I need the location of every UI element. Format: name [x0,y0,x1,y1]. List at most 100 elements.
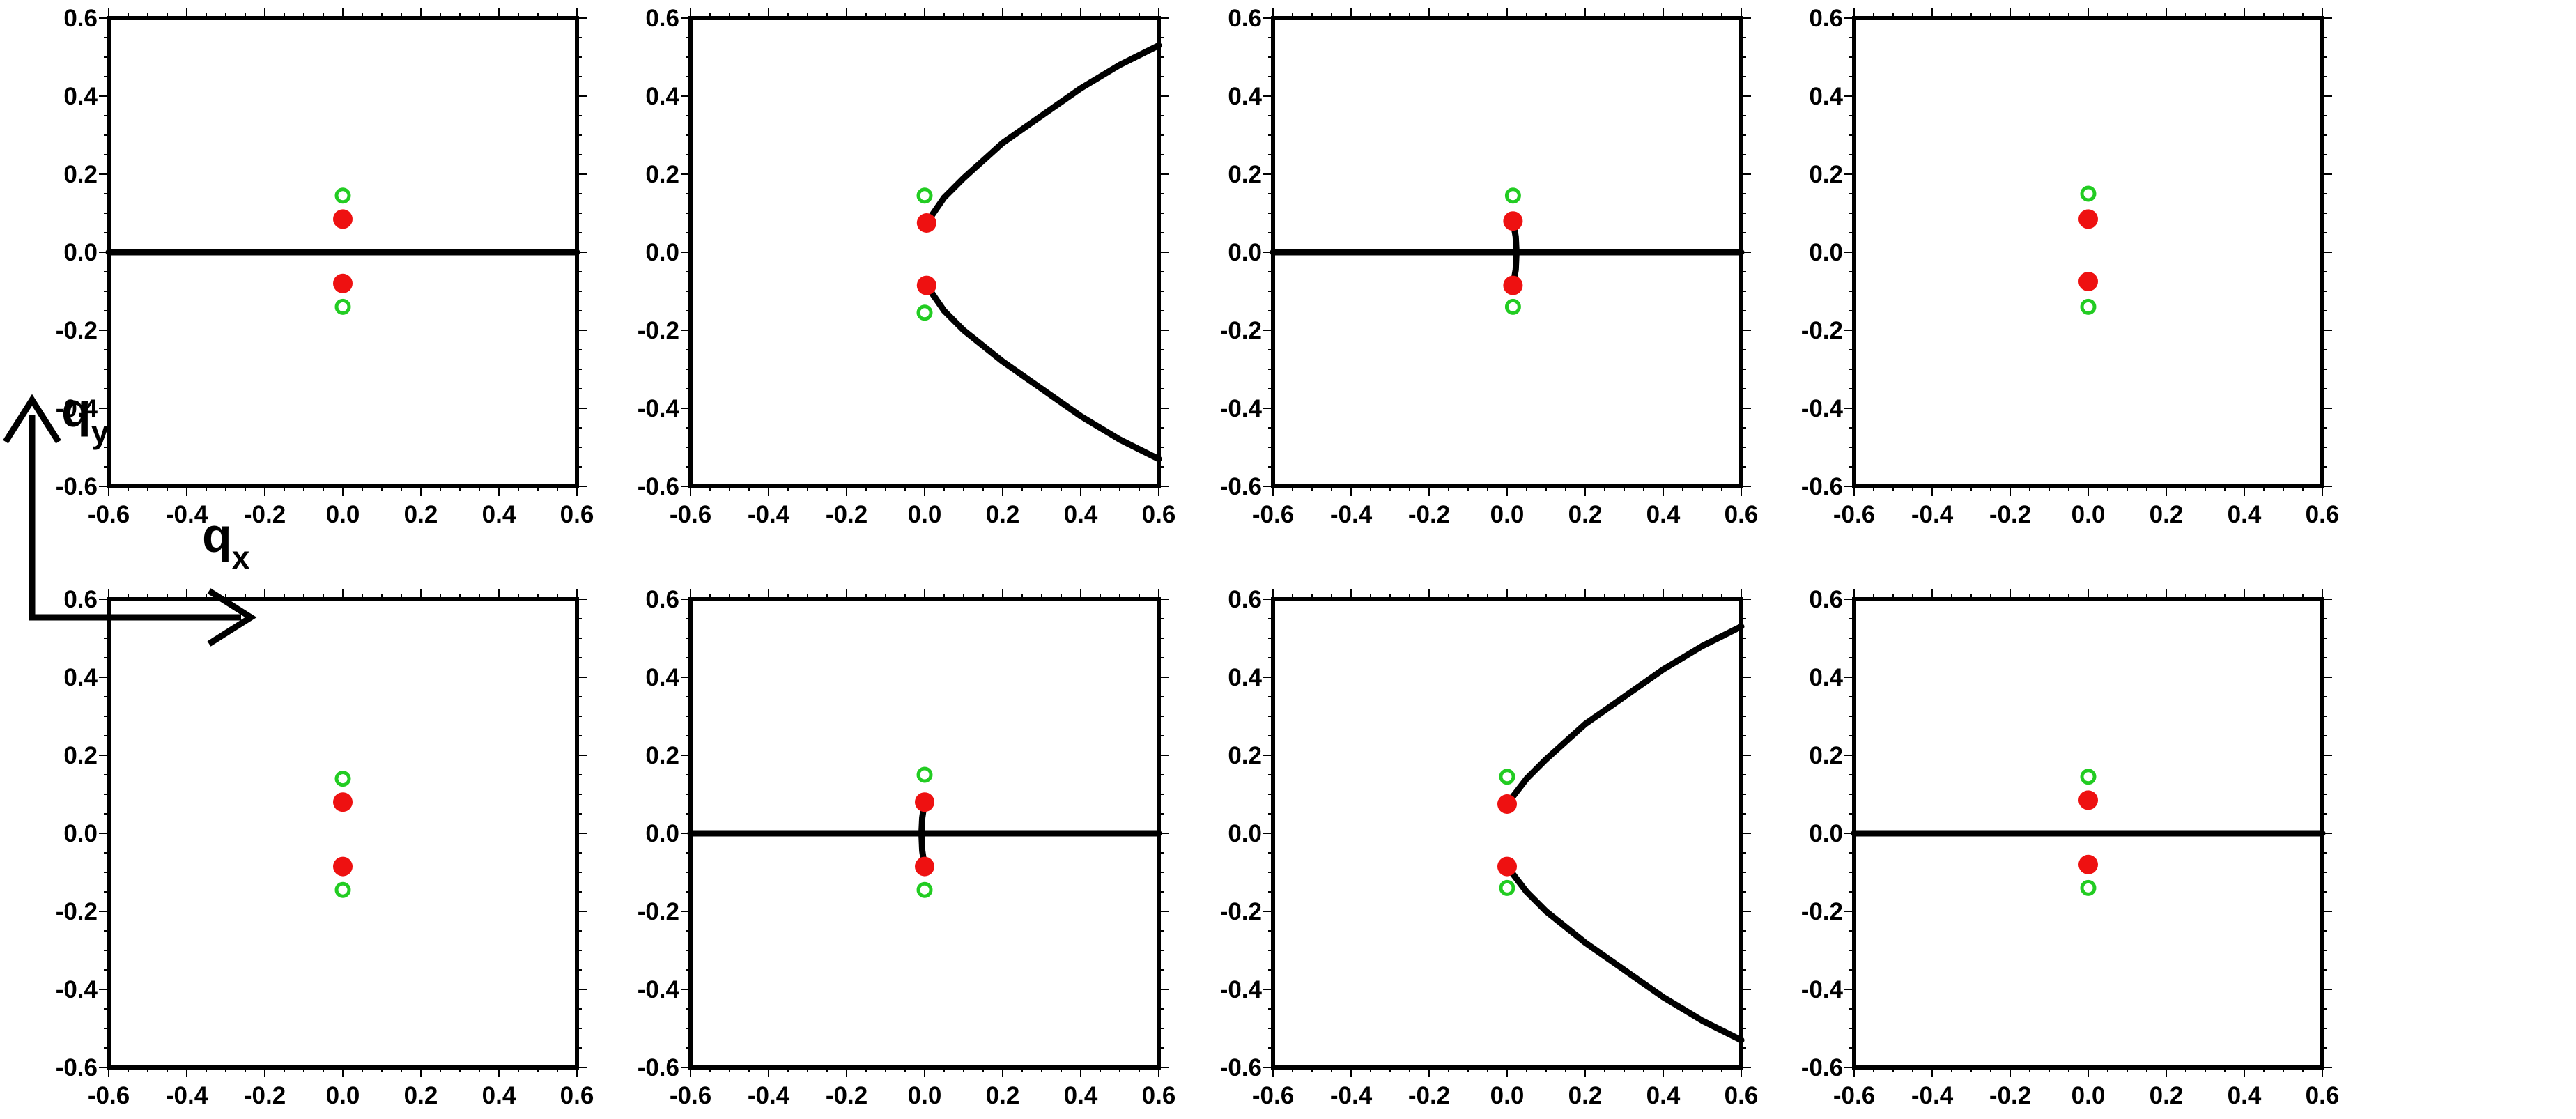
y-tick-label: 0.6 [1809,5,1843,32]
open-point [1499,879,1515,896]
x-tick-label: -0.4 [1330,1082,1373,1109]
panel-row2-col2: -0.6 -0.4 -0.2 0.0 0.2 0.4 0.6 -0.6 -0.4 -0.2 0.0 0… [638,586,1176,1109]
panel-row1-col1: -0.6 -0.4 -0.2 0.0 0.2 0.4 0.6 -0.6 -0.4 -0.2 0.0 0… [56,5,594,528]
y-tick-label: 0.0 [1809,239,1843,266]
open-point [334,187,351,204]
tick-marks [1844,589,2332,1077]
y-tick-label: 0.4 [63,83,98,110]
y-tick-label: 0.4 [645,664,679,691]
open-point [334,298,351,315]
x-tick-label: 0.2 [1568,501,1603,528]
x-tick-label: -0.4 [1911,501,1954,528]
curve [918,798,928,870]
x-tick-label: 0.0 [2072,1082,2106,1109]
y-axis-label-subscript: y [91,414,109,450]
curve [1504,623,1745,808]
y-tick-label: -0.2 [1220,898,1262,925]
x-tick-label: -0.4 [1330,501,1373,528]
y-tick-label: -0.4 [638,395,680,422]
x-tick-label: -0.4 [748,1082,790,1109]
tick-marks [1263,589,1751,1077]
tick-marks [1263,8,1751,496]
x-tick-label: -0.6 [1252,501,1294,528]
y-tick-label: 0.2 [645,161,679,188]
panel-row1-col2: -0.6 -0.4 -0.2 0.0 0.2 0.4 0.6 -0.6 -0.4 -0.2 0.0 0… [638,5,1176,528]
x-tick-label: -0.6 [88,501,130,528]
filled-point [2078,854,2098,874]
open-point [334,771,351,787]
x-tick-label: -0.2 [1408,501,1450,528]
x-tick-label: -0.2 [826,501,867,528]
x-tick-label: -0.6 [1252,1082,1294,1109]
y-tick-label: 0.6 [1809,586,1843,613]
x-tick-label: -0.4 [166,501,208,528]
open-point [1504,298,1521,315]
y-tick-label: 0.6 [645,586,679,613]
x-tick-label: 0.0 [326,1082,360,1109]
filled-point [2078,209,2098,229]
filled-point [333,273,353,293]
y-tick-label: 0.6 [1228,5,1262,32]
x-tick-label: -0.6 [670,1082,711,1109]
y-tick-label: -0.4 [638,976,680,1003]
y-tick-label: -0.4 [1220,976,1263,1003]
x-tick-label: 0.6 [1142,501,1176,528]
y-tick-label: 0.2 [1809,161,1843,188]
y-tick-label: 0.0 [63,239,98,266]
y-tick-label: -0.6 [56,473,98,500]
orientation-axes-line [29,415,241,621]
tick-marks [681,8,1169,496]
panel-row2-col1: -0.6 -0.4 -0.2 0.0 0.2 0.4 0.6 -0.6 -0.4 -0.2 0.0 0… [56,586,594,1109]
x-axis-label-subscript: x [232,539,250,576]
filled-point [1503,275,1523,295]
x-tick-label: 0.4 [2228,1082,2262,1109]
tick-marks [99,8,587,496]
filled-point [333,792,353,812]
y-tick-label: 0.2 [1228,742,1262,769]
x-axis-label: qx [202,508,250,576]
open-point [916,766,933,783]
x-tick-label: -0.4 [166,1082,208,1109]
y-tick-label: 0.4 [1228,664,1262,691]
panel-row1-col3: -0.6 -0.4 -0.2 0.0 0.2 0.4 0.6 -0.6 -0.4 -0.2 0.0 0… [1220,5,1759,528]
y-tick-label: 0.0 [1228,239,1262,266]
y-tick-label: -0.6 [1801,1054,1843,1081]
y-tick-label: 0.0 [1228,820,1262,847]
x-tick-label: 0.2 [2150,1082,2184,1109]
y-tick-label: 0.0 [1809,820,1843,847]
y-tick-label: 0.2 [1228,161,1262,188]
open-point [2080,769,2097,785]
tick-marks [1844,8,2332,496]
tick-marks [99,589,587,1077]
open-point [916,187,933,204]
y-tick-label: 0.0 [63,820,98,847]
x-tick-label: 0.4 [482,501,516,528]
y-tick-label: -0.4 [56,395,98,422]
x-tick-label: -0.2 [244,1082,286,1109]
y-arrow-head [3,394,61,444]
y-tick-label: 0.2 [645,742,679,769]
filled-point [333,209,353,229]
y-tick-label: -0.2 [56,317,98,344]
x-tick-label: 0.2 [2150,501,2184,528]
x-tick-label: 0.6 [1725,1082,1759,1109]
y-tick-label: -0.6 [1220,1054,1262,1081]
x-tick-label: 0.2 [986,1082,1020,1109]
x-tick-label: 0.0 [908,501,942,528]
filled-point [1497,856,1517,877]
y-tick-label: 0.6 [645,5,679,32]
y-tick-label: 0.4 [63,664,98,691]
open-point [2080,298,2097,315]
filled-point [2078,272,2098,291]
y-tick-label: 0.0 [645,239,679,266]
panel-row2-col4: -0.6 -0.4 -0.2 0.0 0.2 0.4 0.6 -0.6 -0.4 -0.2 0.0 0… [1801,586,2340,1109]
x-tick-label: 0.6 [560,1082,594,1109]
filled-point [1503,211,1523,231]
x-tick-label: 0.0 [1490,1082,1525,1109]
open-point [2080,879,2097,896]
x-tick-label: 0.6 [1725,501,1759,528]
y-tick-label: 0.2 [63,161,98,188]
x-tick-label: 0.4 [482,1082,516,1109]
curve [923,42,1162,226]
